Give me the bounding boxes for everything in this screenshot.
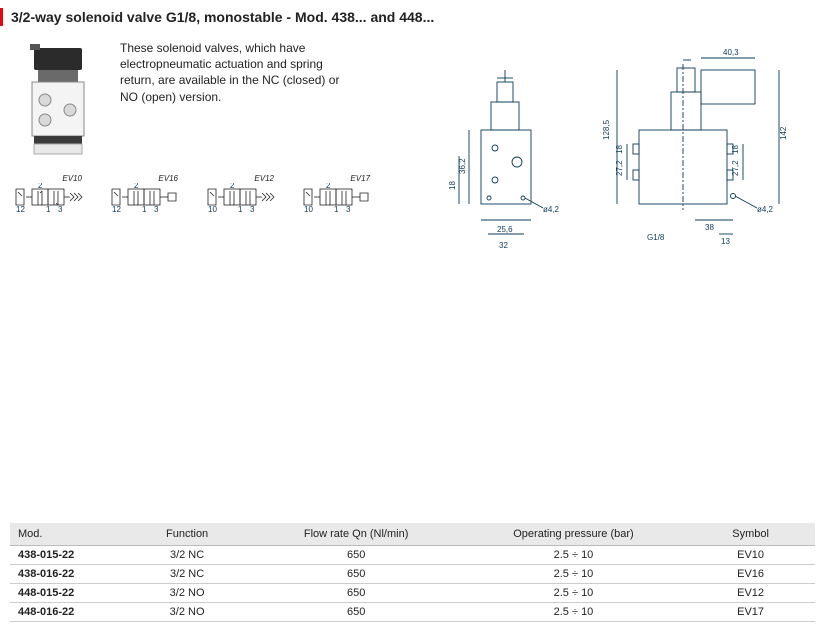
title-bar: 3/2-way solenoid valve G1/8, monostable … xyxy=(0,0,825,34)
svg-text:1: 1 xyxy=(238,205,243,213)
page-title: 3/2-way solenoid valve G1/8, monostable … xyxy=(11,9,434,25)
svg-text:10: 10 xyxy=(304,205,313,213)
table-row: 448-015-22 3/2 NO 650 2.5 ÷ 10 EV12 xyxy=(10,584,815,603)
dim-label: 18 xyxy=(615,145,624,154)
svg-text:2: 2 xyxy=(326,183,331,190)
symbol-label: EV17 xyxy=(300,174,370,183)
dim-label: 27,2 xyxy=(731,160,740,176)
symbol-ev17: EV17 2 10 1 3 xyxy=(300,174,382,213)
svg-text:12: 12 xyxy=(112,205,121,213)
svg-text:1: 1 xyxy=(142,205,147,213)
dim-label: 40,3 xyxy=(723,48,739,57)
col-function: Function xyxy=(123,523,252,546)
symbol-ev16: EV16 2 12 1 3 xyxy=(108,174,190,213)
dim-label: 18 xyxy=(448,181,457,190)
dim-label: 13 xyxy=(721,237,730,246)
svg-text:1: 1 xyxy=(334,205,339,213)
svg-text:3: 3 xyxy=(154,205,159,213)
spec-table: Mod. Function Flow rate Qn (Nl/min) Oper… xyxy=(10,523,815,622)
svg-text:10: 10 xyxy=(208,205,217,213)
col-mod: Mod. xyxy=(10,523,123,546)
technical-drawing-area: 40,3 128,5 142 18 27,2 18 27,2 ø4,2 ø4,2… xyxy=(350,40,813,170)
dim-label: 18 xyxy=(731,145,740,154)
col-pressure: Operating pressure (bar) xyxy=(461,523,686,546)
dim-label: 128,5 xyxy=(602,119,611,140)
dim-label: G1/8 xyxy=(647,233,665,242)
svg-text:2: 2 xyxy=(230,183,235,190)
dim-label: 25,6 xyxy=(497,225,513,234)
upper-content: These solenoid valves, which have electr… xyxy=(0,34,825,170)
table-header-row: Mod. Function Flow rate Qn (Nl/min) Oper… xyxy=(10,523,815,546)
dim-label: ø4,2 xyxy=(757,205,774,214)
symbol-label: EV12 xyxy=(204,174,274,183)
technical-drawing: 40,3 128,5 142 18 27,2 18 27,2 ø4,2 ø4,2… xyxy=(439,40,809,265)
dim-label: 38 xyxy=(705,223,714,232)
product-image xyxy=(12,40,112,170)
table-row: 438-016-22 3/2 NC 650 2.5 ÷ 10 EV16 xyxy=(10,565,815,584)
product-description: These solenoid valves, which have electr… xyxy=(120,40,350,170)
svg-text:3: 3 xyxy=(58,205,63,213)
col-flow: Flow rate Qn (Nl/min) xyxy=(251,523,460,546)
table-row: 448-016-22 3/2 NO 650 2.5 ÷ 10 EV17 xyxy=(10,603,815,622)
svg-text:2: 2 xyxy=(134,183,139,190)
symbol-label: EV16 xyxy=(108,174,178,183)
svg-text:1: 1 xyxy=(46,205,51,213)
table-row: 438-015-22 3/2 NC 650 2.5 ÷ 10 EV10 xyxy=(10,546,815,565)
dim-label: ø4,2 xyxy=(543,205,560,214)
symbol-ev12: EV12 2 10 1 3 xyxy=(204,174,286,213)
svg-text:2: 2 xyxy=(38,183,43,190)
col-symbol: Symbol xyxy=(686,523,815,546)
symbol-label: EV10 xyxy=(12,174,82,183)
dim-label: 27,2 xyxy=(615,160,624,176)
dim-label: 32 xyxy=(499,241,508,250)
dim-label: 142 xyxy=(779,126,788,140)
svg-text:3: 3 xyxy=(346,205,351,213)
svg-text:3: 3 xyxy=(250,205,255,213)
accent-bar xyxy=(0,8,3,26)
svg-text:12: 12 xyxy=(16,205,25,213)
symbol-ev10: EV10 2 12 1 3 xyxy=(12,174,94,213)
dim-label: 36,2 xyxy=(458,158,467,174)
